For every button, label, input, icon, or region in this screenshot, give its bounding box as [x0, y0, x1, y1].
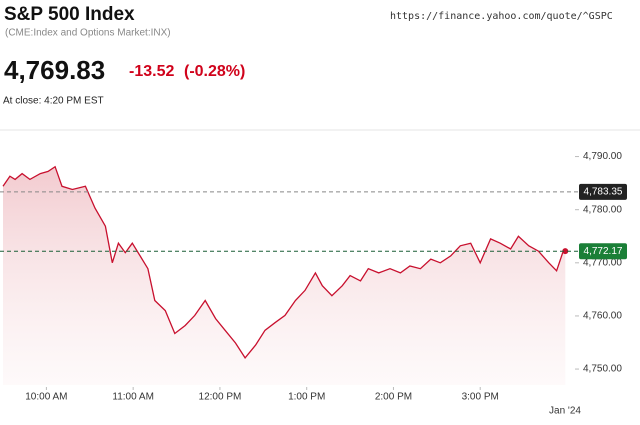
- subtitle: (CME:Index and Options Market:INX): [5, 28, 171, 39]
- reference-badge: [579, 183, 627, 200]
- date-label: Jan '24: [549, 406, 581, 417]
- change-percent: (-0.28%): [184, 63, 245, 80]
- x-tick-label: 11:00 AM: [112, 392, 154, 403]
- y-tick-label: 4,770.00: [583, 257, 622, 268]
- reference-badge: [579, 243, 627, 260]
- price-line: [2, 165, 566, 360]
- y-tick-label: 4,760.00: [583, 311, 622, 322]
- change: -13.52: [129, 63, 174, 80]
- y-tick-label: 4,790.00: [583, 151, 622, 162]
- reference-label: 4,783.35: [584, 187, 623, 198]
- y-tick-label: 4,750.00: [583, 364, 622, 375]
- price: 4,769.83: [4, 55, 105, 85]
- title: S&P 500 Index: [4, 4, 135, 25]
- x-tick-label: 10:00 AM: [25, 392, 67, 403]
- url: https://finance.yahoo.com/quote/^GSPC: [390, 11, 613, 22]
- x-tick-label: 1:00 PM: [288, 392, 325, 403]
- close-note: At close: 4:20 PM EST: [3, 96, 104, 107]
- last-point: [562, 248, 569, 255]
- reference-label: 4,772.17: [584, 246, 623, 257]
- x-tick-label: 2:00 PM: [375, 392, 412, 403]
- y-tick-label: 4,780.00: [583, 204, 622, 215]
- x-tick-label: 3:00 PM: [462, 392, 499, 403]
- x-tick-label: 12:00 PM: [199, 392, 242, 403]
- area: [3, 166, 566, 385]
